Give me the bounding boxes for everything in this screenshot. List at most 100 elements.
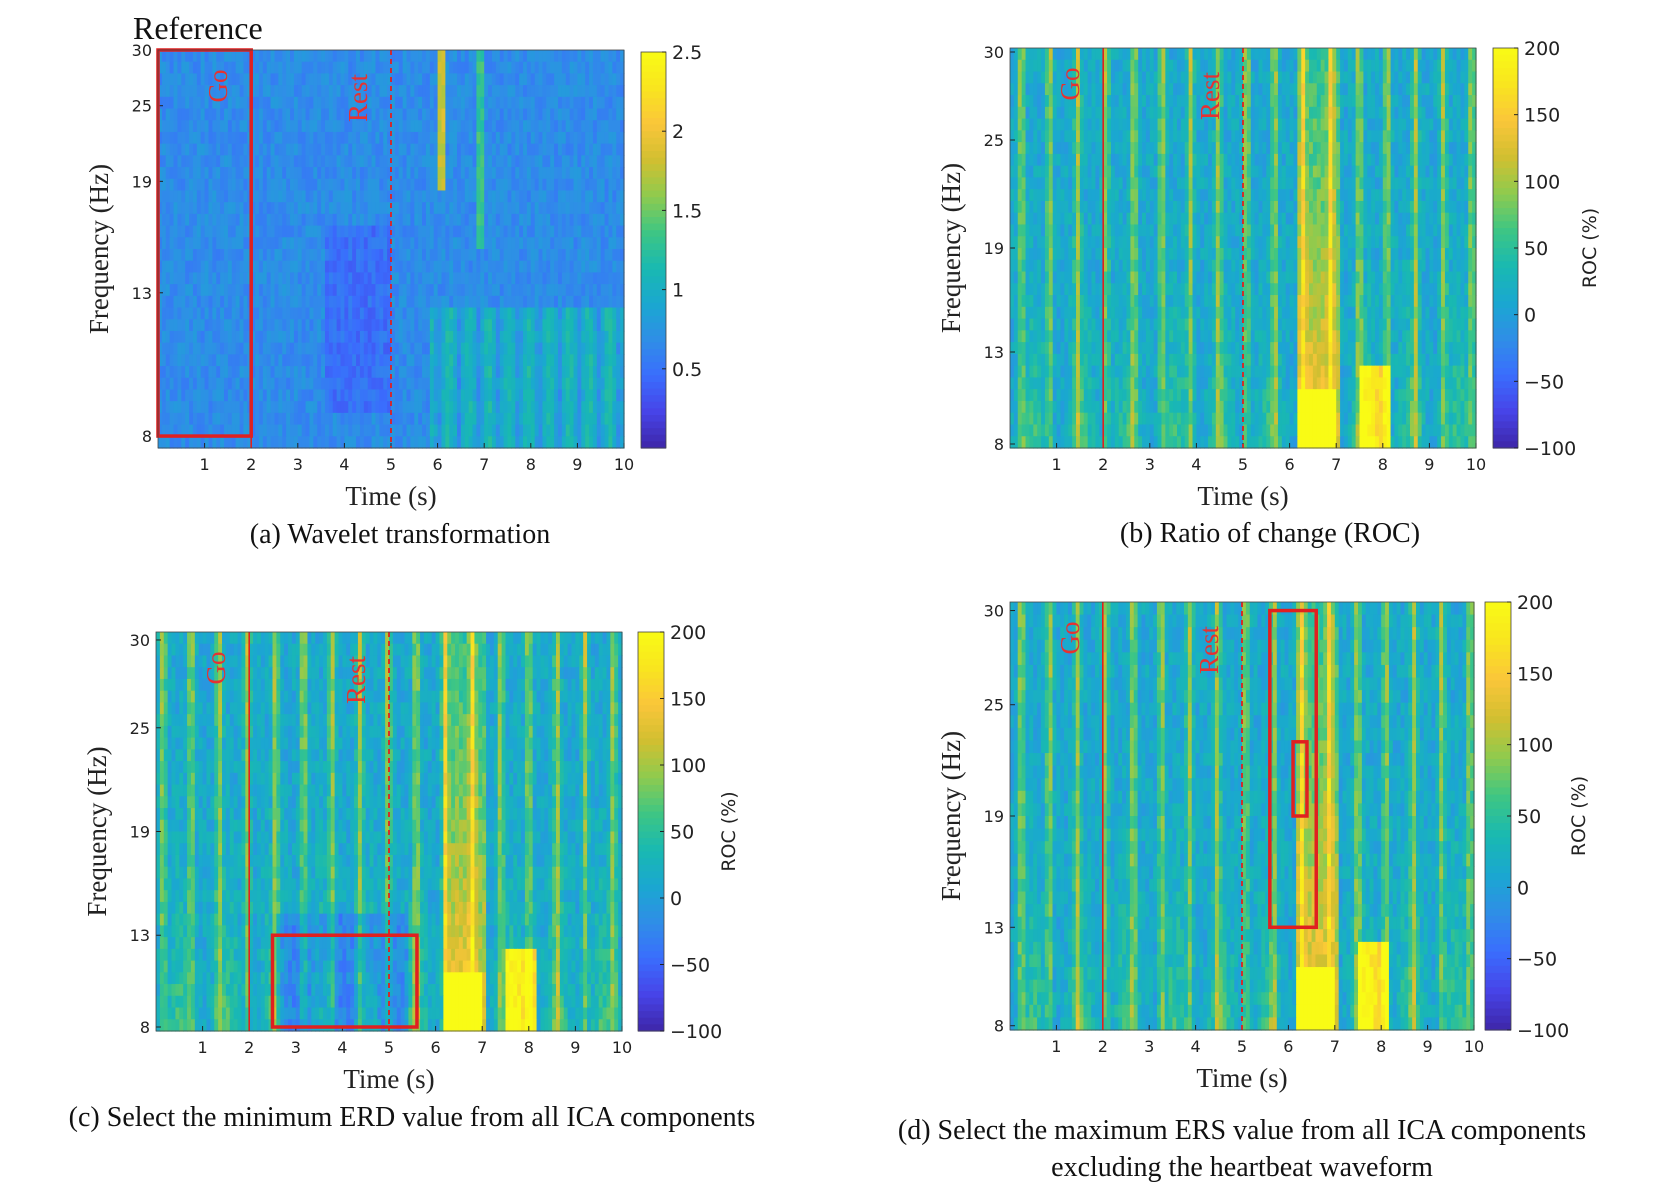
heatmap-cell [394, 131, 400, 145]
heatmap-cell [1052, 95, 1058, 108]
heatmap-cell [356, 284, 361, 297]
heatmap-cell [235, 120, 241, 133]
heatmap-cell [429, 319, 435, 332]
heatmap-cell [359, 330, 365, 344]
heatmap-cell [371, 85, 377, 98]
heatmap-cell [336, 143, 342, 156]
heatmap-cell [429, 96, 435, 110]
heatmap-cell [429, 307, 435, 320]
heatmap-cell [1103, 95, 1108, 108]
heatmap-cell [317, 366, 322, 379]
heatmap-cell [189, 436, 194, 449]
heatmap-cell [255, 342, 260, 355]
heatmap-cell [282, 249, 287, 262]
heatmap-cell [173, 143, 179, 156]
heatmap-cell [425, 401, 431, 414]
heatmap-cell [231, 307, 237, 320]
heatmap-cell [332, 366, 338, 379]
heatmap-cell [196, 120, 202, 133]
heatmap-cell [585, 108, 590, 121]
heatmap-cell [398, 143, 404, 156]
heatmap-cell [196, 330, 202, 344]
heatmap-cell [363, 389, 369, 402]
heatmap-cell [1363, 59, 1368, 73]
heatmap-cell [422, 155, 427, 168]
heatmap-cell [410, 342, 415, 355]
heatmap-cell [581, 167, 586, 180]
heatmap-cell [216, 120, 221, 133]
heatmap-cell [581, 108, 586, 121]
heatmap-cell [1122, 59, 1128, 73]
heatmap-cell [573, 319, 578, 332]
heatmap-cell [542, 167, 547, 180]
heatmap-cell [468, 436, 474, 449]
heatmap-cell [1309, 59, 1314, 73]
heatmap-cell [589, 167, 594, 180]
heatmap-cell [406, 96, 412, 110]
heatmap-cell [449, 424, 454, 437]
heatmap-cell [185, 96, 190, 110]
heatmap-cell [515, 389, 520, 402]
heatmap-cell [313, 342, 318, 355]
heatmap-cell [328, 202, 334, 215]
heatmap-cell [266, 366, 272, 379]
heatmap-cell [286, 213, 291, 227]
heatmap-cell [317, 131, 322, 145]
heatmap-cell [200, 190, 206, 203]
heatmap-cell [158, 73, 163, 86]
heatmap-cell [565, 61, 571, 75]
heatmap-cell [398, 295, 404, 309]
heatmap-cell [425, 120, 431, 133]
heatmap-cell [286, 178, 291, 192]
heatmap-cell [258, 424, 264, 437]
colorbar-segment [641, 408, 666, 416]
heatmap-cell [499, 96, 505, 110]
heatmap-cell [177, 131, 182, 145]
heatmap-cell [297, 50, 303, 63]
heatmap-cell [437, 260, 443, 274]
heatmap-cell [297, 330, 303, 344]
heatmap-cell [181, 424, 186, 437]
heatmap-cell [367, 178, 373, 192]
heatmap-cell [616, 155, 621, 168]
heatmap-cell [286, 50, 291, 63]
heatmap-cell [251, 178, 256, 192]
heatmap-cell [460, 260, 466, 274]
heatmap-cell [1378, 71, 1384, 84]
heatmap-cell [1126, 95, 1131, 108]
heatmap-cell [534, 225, 540, 238]
heatmap-cell [173, 155, 179, 168]
heatmap-cell [243, 96, 248, 110]
heatmap-cell [348, 190, 353, 203]
heatmap-cell [460, 190, 466, 203]
heatmap-cell [371, 366, 377, 379]
heatmap-cell [1211, 118, 1217, 131]
heatmap-cell [1200, 106, 1205, 120]
heatmap-cell [600, 237, 606, 250]
heatmap-cell [363, 401, 369, 414]
heatmap-cell [1083, 59, 1089, 73]
heatmap-cell [472, 155, 478, 168]
heatmap-cell [488, 377, 493, 391]
heatmap-cell [437, 96, 443, 110]
heatmap-cell [227, 342, 233, 355]
heatmap-cell [596, 330, 602, 344]
heatmap-cell [309, 295, 314, 309]
heatmap-cell [336, 155, 342, 168]
heatmap-cell [600, 73, 606, 86]
heatmap-cell [1211, 48, 1217, 61]
heatmap-cell [367, 284, 373, 297]
heatmap-cell [208, 155, 213, 168]
heatmap-cell [577, 389, 582, 402]
heatmap-cell [227, 167, 233, 180]
heatmap-cell [266, 260, 272, 274]
heatmap-cell [519, 73, 524, 86]
heatmap-cell [301, 120, 307, 133]
heatmap-cell [216, 295, 221, 309]
heatmap-cell [173, 73, 179, 86]
heatmap-cell [585, 354, 590, 367]
heatmap-cell [227, 307, 233, 320]
heatmap-cell [1468, 71, 1473, 84]
heatmap-cell [604, 330, 610, 344]
heatmap-cell [1363, 95, 1368, 108]
